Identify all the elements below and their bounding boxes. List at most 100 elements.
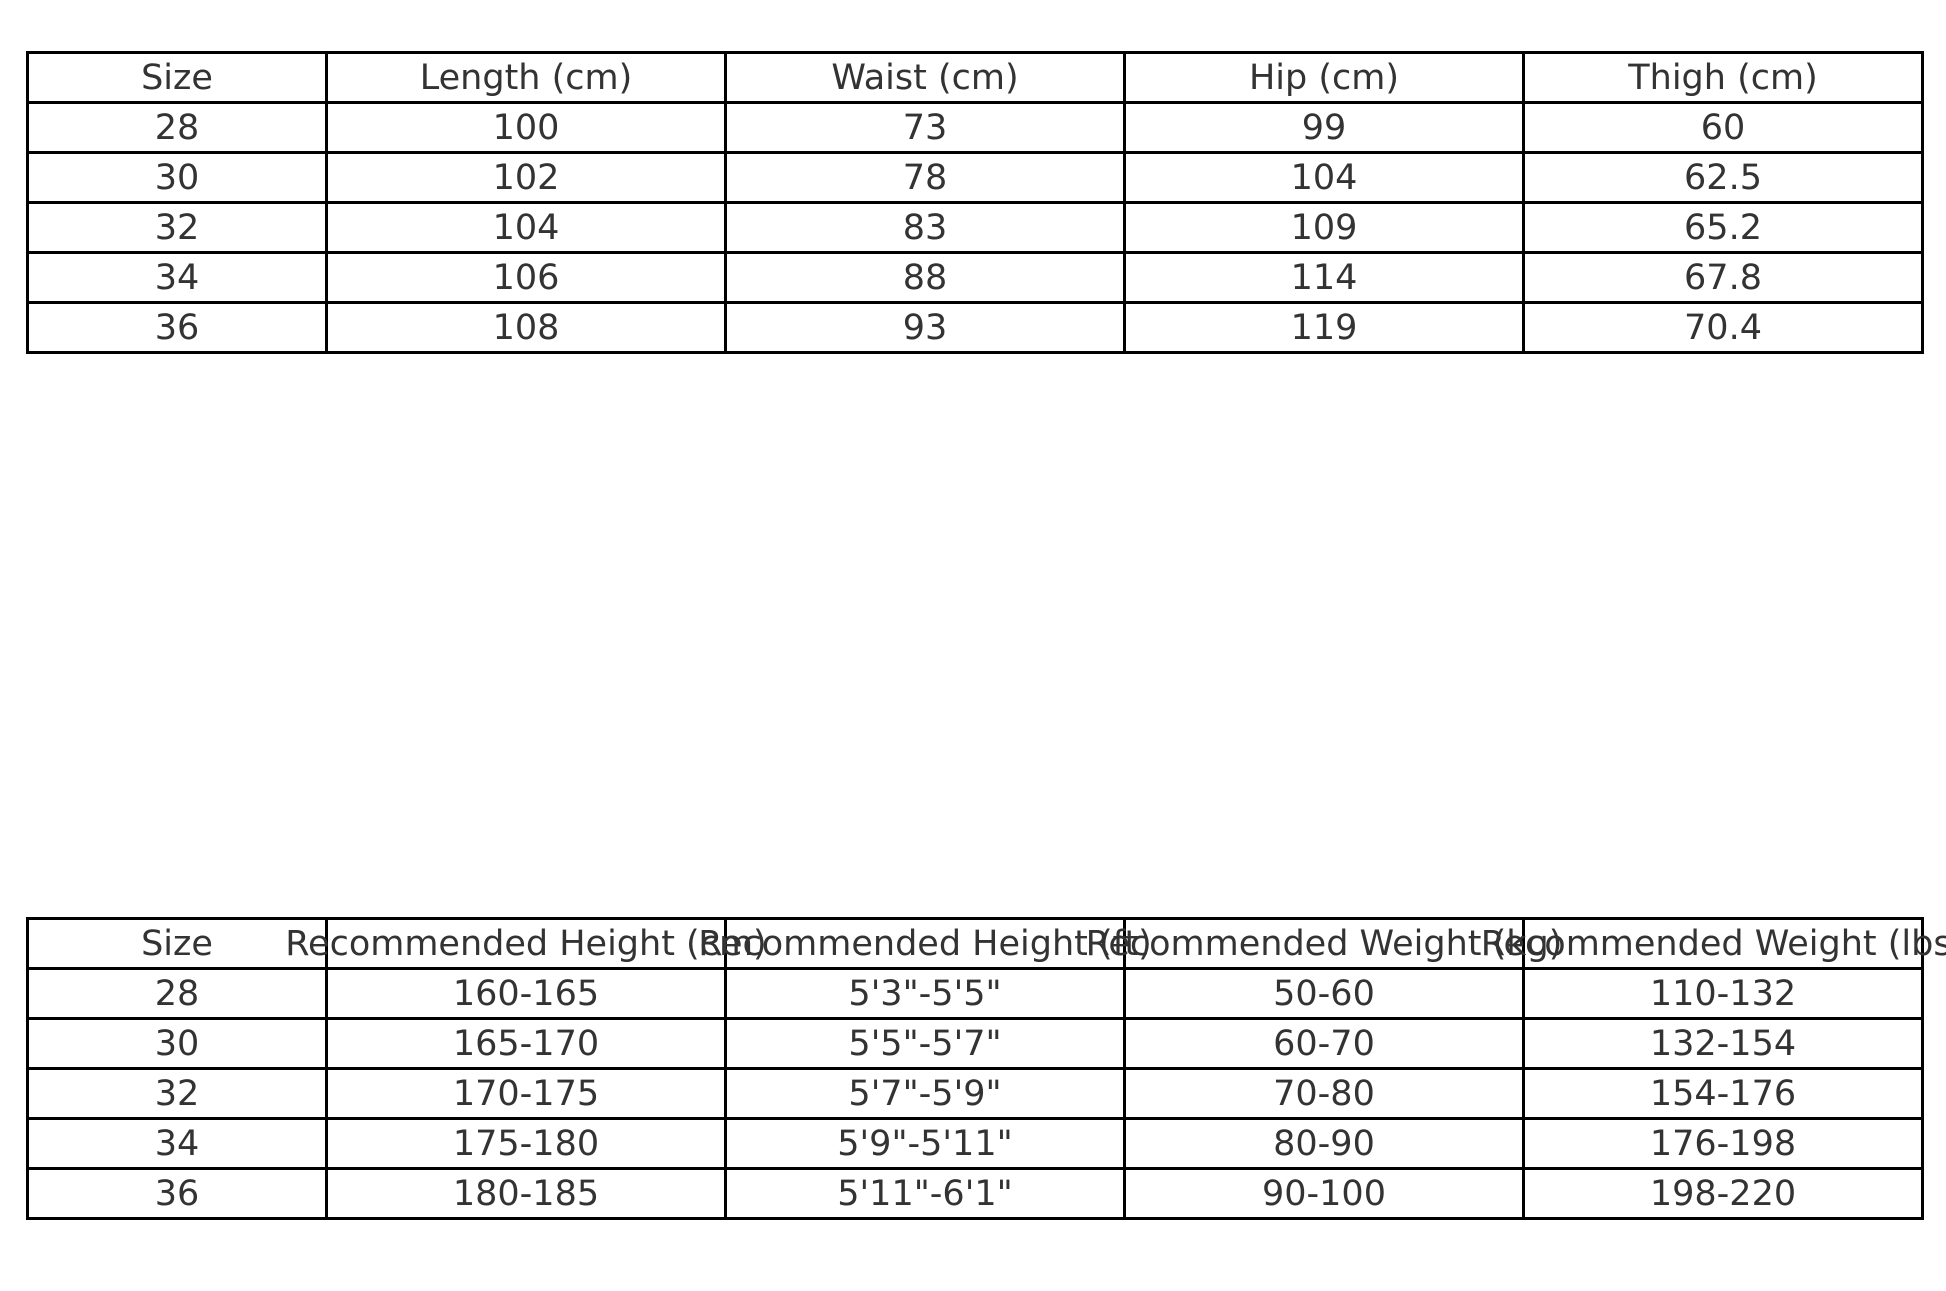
cell-text: 5'3"-5'5" xyxy=(848,973,1002,1014)
table-cell: 80-90 xyxy=(1123,1117,1525,1170)
table-row: 30 102 78 104 62.5 xyxy=(26,151,1924,204)
table-cell: 175-180 xyxy=(325,1117,727,1170)
cell-text: 180-185 xyxy=(452,1173,600,1214)
table-cell: 102 xyxy=(325,151,727,204)
cell-text: 154-176 xyxy=(1649,1073,1797,1114)
table-cell: 165-170 xyxy=(325,1017,727,1070)
table-cell: 32 xyxy=(26,1067,328,1120)
table-cell: 28 xyxy=(26,101,328,154)
column-header: Thigh (cm) xyxy=(1522,51,1924,104)
table-cell: 104 xyxy=(1123,151,1525,204)
cell-text: 114 xyxy=(1290,257,1358,298)
cell-text: 5'9"-5'11" xyxy=(837,1123,1013,1164)
cell-text: Size xyxy=(141,57,213,98)
table-cell: 32 xyxy=(26,201,328,254)
cell-text: 73 xyxy=(902,107,948,148)
cell-text: Recommended Weight (kg) xyxy=(1085,923,1563,964)
table-cell: 78 xyxy=(724,151,1126,204)
table-cell: 50-60 xyxy=(1123,967,1525,1020)
cell-text: 32 xyxy=(154,1073,200,1114)
cell-text: 50-60 xyxy=(1273,973,1375,1014)
table-row: 36 108 93 119 70.4 xyxy=(26,301,1924,354)
column-header: Recommended Weight (lbs) xyxy=(1481,917,1946,970)
table-row: 30 165-170 5'5"-5'7" 60-70 132-154 xyxy=(26,1017,1924,1070)
cell-text: 102 xyxy=(492,157,560,198)
cell-text: 32 xyxy=(154,207,200,248)
cell-text: Waist (cm) xyxy=(831,57,1019,98)
cell-text: 106 xyxy=(492,257,560,298)
table-cell: 170-175 xyxy=(325,1067,727,1120)
table-cell: 5'5"-5'7" xyxy=(724,1017,1126,1070)
table-cell: 110-132 xyxy=(1522,967,1924,1020)
cell-text: 198-220 xyxy=(1649,1173,1797,1214)
cell-text: Recommended Weight (lbs) xyxy=(1480,923,1946,964)
table-cell: 67.8 xyxy=(1522,251,1924,304)
cell-text: 165-170 xyxy=(452,1023,600,1064)
column-header: Waist (cm) xyxy=(724,51,1126,104)
table-cell: 30 xyxy=(26,151,328,204)
cell-text: Thigh (cm) xyxy=(1628,57,1818,98)
cell-text: 5'5"-5'7" xyxy=(848,1023,1002,1064)
table-cell: 83 xyxy=(724,201,1126,254)
column-header: Length (cm) xyxy=(325,51,727,104)
table-cell: 5'7"-5'9" xyxy=(724,1067,1126,1120)
column-header: Size xyxy=(26,917,328,970)
table-cell: 30 xyxy=(26,1017,328,1070)
column-header: Recommended Height (cm) xyxy=(285,917,767,970)
cell-text: 5'11"-6'1" xyxy=(837,1173,1013,1214)
table-cell: 160-165 xyxy=(325,967,727,1020)
cell-text: 99 xyxy=(1301,107,1347,148)
table-row: 28 100 73 99 60 xyxy=(26,101,1924,154)
cell-text: Recommended Height (cm) xyxy=(285,923,767,964)
cell-text: 62.5 xyxy=(1684,157,1762,198)
cell-text: 83 xyxy=(902,207,948,248)
cell-text: 65.2 xyxy=(1684,207,1762,248)
cell-text: 119 xyxy=(1290,307,1358,348)
table-cell: 73 xyxy=(724,101,1126,154)
cell-text: 160-165 xyxy=(452,973,600,1014)
cell-text: 104 xyxy=(1290,157,1358,198)
cell-text: 108 xyxy=(492,307,560,348)
table-cell: 154-176 xyxy=(1522,1067,1924,1120)
table-cell: 5'3"-5'5" xyxy=(724,967,1126,1020)
table-cell: 198-220 xyxy=(1522,1167,1924,1220)
cell-text: 67.8 xyxy=(1684,257,1762,298)
cell-text: 78 xyxy=(902,157,948,198)
table-cell: 132-154 xyxy=(1522,1017,1924,1070)
column-header: Recommended Height (ft) xyxy=(698,917,1152,970)
cell-text: 60 xyxy=(1700,107,1746,148)
cell-text: 100 xyxy=(492,107,560,148)
column-header: Size xyxy=(26,51,328,104)
table-cell: 119 xyxy=(1123,301,1525,354)
cell-text: 93 xyxy=(902,307,948,348)
column-header: Recommended Weight (kg) xyxy=(1086,917,1562,970)
table-cell: 104 xyxy=(325,201,727,254)
table-cell: 34 xyxy=(26,251,328,304)
table-cell: 176-198 xyxy=(1522,1117,1924,1170)
table-cell: 36 xyxy=(26,301,328,354)
cell-text: 34 xyxy=(154,1123,200,1164)
table-cell: 109 xyxy=(1123,201,1525,254)
table-row: 34 106 88 114 67.8 xyxy=(26,251,1924,304)
cell-text: 88 xyxy=(902,257,948,298)
measurements-table: Size Length (cm) Waist (cm) Hip (cm) Thigh (… xyxy=(26,51,1924,354)
table-row: 28 160-165 5'3"-5'5" 50-60 110-132 xyxy=(26,967,1924,1020)
cell-text: Length (cm) xyxy=(419,57,633,98)
cell-text: 176-198 xyxy=(1649,1123,1797,1164)
table-cell: 34 xyxy=(26,1117,328,1170)
cell-text: 170-175 xyxy=(452,1073,600,1114)
table-cell: 180-185 xyxy=(325,1167,727,1220)
cell-text: 28 xyxy=(154,973,200,1014)
cell-text: 132-154 xyxy=(1649,1023,1797,1064)
cell-text: 109 xyxy=(1290,207,1358,248)
table-row: 32 104 83 109 65.2 xyxy=(26,201,1924,254)
table-cell: 90-100 xyxy=(1123,1167,1525,1220)
cell-text: Recommended Height (ft) xyxy=(698,923,1152,964)
table-row: 32 170-175 5'7"-5'9" 70-80 154-176 xyxy=(26,1067,1924,1120)
table-row: 34 175-180 5'9"-5'11" 80-90 176-198 xyxy=(26,1117,1924,1170)
table-cell: 100 xyxy=(325,101,727,154)
table-cell: 70.4 xyxy=(1522,301,1924,354)
table-cell: 106 xyxy=(325,251,727,304)
cell-text: 175-180 xyxy=(452,1123,600,1164)
cell-text: Hip (cm) xyxy=(1248,57,1400,98)
